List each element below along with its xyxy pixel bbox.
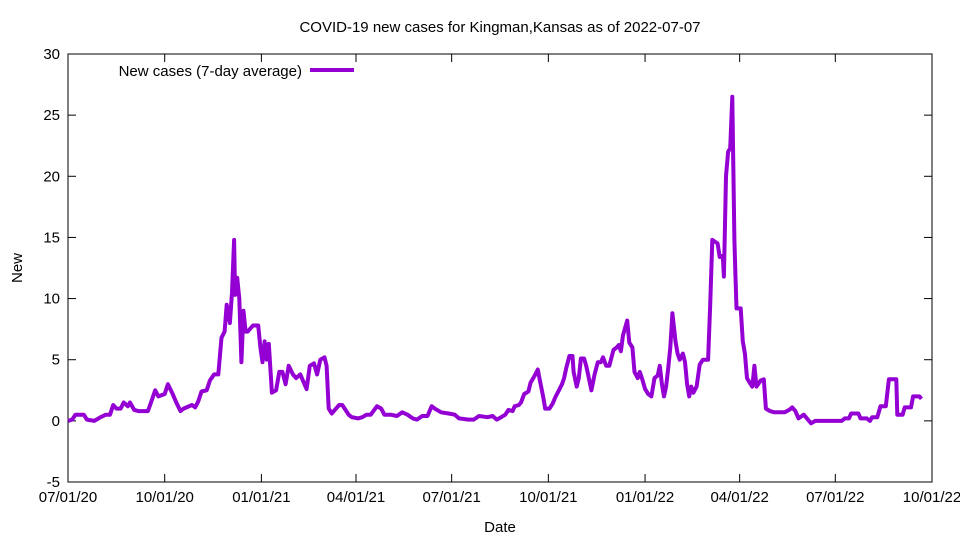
y-tick-label: 25 [43,107,60,124]
y-tick-label: 30 [43,46,60,63]
x-tick-label: 10/01/21 [519,489,577,506]
x-axis-label: Date [484,519,516,536]
y-tick-label: 5 [52,352,60,369]
x-tick-label: 01/01/21 [232,489,290,506]
plot-frame [67,53,933,483]
legend: New cases (7-day average) [119,63,354,80]
y-tick-label: 10 [43,291,60,308]
series-line-new-cases [67,94,924,426]
x-tick-label: 10/01/22 [903,489,960,506]
y-tick-label: 15 [43,229,60,246]
y-tick-label: -5 [47,474,60,491]
y-tick-label: 20 [43,168,60,185]
legend-label: New cases (7-day average) [119,63,302,80]
x-tick-label: 04/01/21 [327,489,385,506]
y-tick-label: 0 [52,413,60,430]
chart-title: COVID-19 new cases for Kingman,Kansas as… [299,19,700,36]
x-tick-label: 07/01/22 [806,489,864,506]
x-tick-label: 01/01/22 [616,489,674,506]
x-tick-label: 07/01/20 [39,489,97,506]
x-tick-label: 10/01/20 [136,489,194,506]
y-axis-label: New [9,253,26,283]
x-tick-label: 04/01/22 [710,489,768,506]
x-tick-label: 07/01/21 [422,489,480,506]
